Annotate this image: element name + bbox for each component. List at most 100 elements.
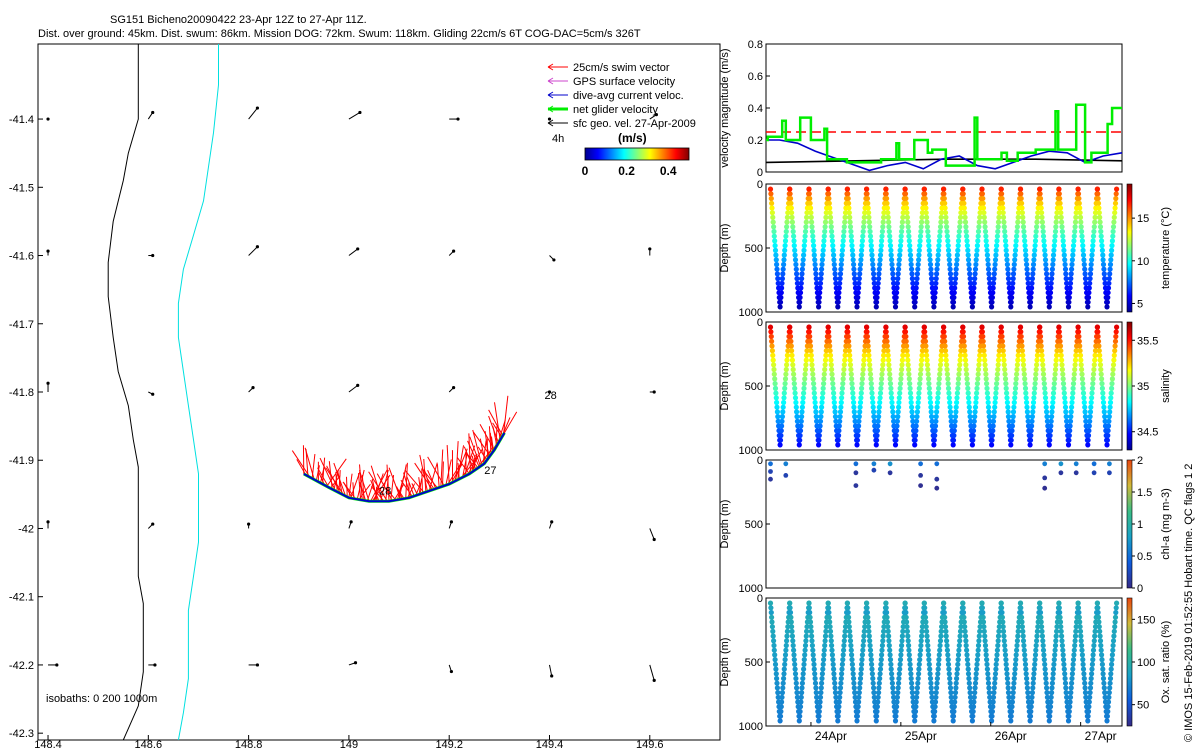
salinity-point xyxy=(783,366,789,373)
salinity-point xyxy=(1105,432,1111,439)
oxygen-point xyxy=(779,690,786,696)
oxygen-point xyxy=(858,671,864,677)
temperature-point xyxy=(1034,214,1040,220)
temperature-point xyxy=(894,285,900,291)
temperature-point xyxy=(840,243,846,249)
temperature-point xyxy=(770,214,776,220)
salinity-point xyxy=(1106,414,1112,420)
temperature-point xyxy=(1009,285,1016,291)
oxygen-point xyxy=(936,661,942,668)
oxygen-point xyxy=(780,680,786,686)
salinity-point xyxy=(798,418,804,424)
oxygen-point xyxy=(1049,680,1055,686)
temperature-point xyxy=(938,214,944,220)
temperature-point xyxy=(789,219,796,225)
oxygen-point xyxy=(966,675,972,682)
temperature-point xyxy=(813,276,819,282)
temperature-point xyxy=(1053,219,1059,225)
oxygen-point xyxy=(881,628,887,635)
swim-vector xyxy=(463,446,475,471)
oxygen-point xyxy=(923,624,929,630)
temperature-point xyxy=(941,191,947,197)
temperature-point xyxy=(1048,280,1054,286)
salinity-point xyxy=(783,371,789,377)
oxygen-point xyxy=(982,642,989,649)
oxygen-point xyxy=(812,671,818,677)
temperature-point xyxy=(774,261,780,268)
temperature-point xyxy=(1001,224,1007,230)
salinity-point xyxy=(1092,352,1098,358)
salinity-point xyxy=(1000,348,1006,354)
temperature-point xyxy=(1012,257,1018,263)
salinity-point xyxy=(925,371,931,377)
swim-vector xyxy=(370,465,383,502)
temperature-point xyxy=(984,243,990,249)
salinity-point xyxy=(867,362,873,368)
oxygen-point xyxy=(1108,671,1114,677)
oxygen-point xyxy=(931,718,937,724)
salinity-point xyxy=(1048,418,1054,424)
salinity-point xyxy=(831,390,837,396)
chlorophyll-y-tick-label: 1000 xyxy=(739,583,763,595)
oxygen-point xyxy=(1072,638,1078,644)
colorbar-unit: (m/s) xyxy=(618,131,647,145)
temperature-point xyxy=(1113,195,1119,202)
temperature-point xyxy=(1097,224,1104,230)
salinity-point xyxy=(1001,357,1007,363)
oxygen-point xyxy=(1100,671,1106,677)
chlorophyll-point xyxy=(1042,461,1048,467)
oxygen-point xyxy=(1058,628,1064,635)
oxygen-point xyxy=(937,642,943,649)
salinity-point xyxy=(827,348,833,354)
oxygen-point xyxy=(922,605,928,611)
oxygen-point xyxy=(896,675,902,682)
oxygen-point xyxy=(884,609,890,616)
velocity-series xyxy=(766,103,1122,167)
temperature-point xyxy=(971,280,977,286)
oxygen-point xyxy=(995,633,1002,639)
oxygen-point xyxy=(1052,652,1058,658)
oxygen-point xyxy=(1001,638,1007,644)
oxygen-point xyxy=(915,675,921,682)
salinity-point xyxy=(955,385,961,391)
oxygen-point xyxy=(957,633,963,639)
current-vector-head xyxy=(255,106,260,110)
temperature-point xyxy=(990,285,996,291)
oxygen-point xyxy=(1060,657,1067,663)
temperature-point xyxy=(928,266,934,272)
temperature-point xyxy=(1015,210,1022,216)
temperature-point xyxy=(942,205,948,211)
chlorophyll-y-tick-label: 0 xyxy=(757,455,763,467)
oxygen-point xyxy=(903,609,909,616)
oxygen-point xyxy=(871,685,877,691)
salinity-point xyxy=(819,399,825,406)
salinity-point xyxy=(1108,390,1114,396)
salinity-point xyxy=(1109,385,1115,391)
temperature-point xyxy=(861,219,867,225)
oxygen-point xyxy=(773,666,779,672)
salinity-point xyxy=(1000,352,1007,358)
salinity-point xyxy=(903,338,909,344)
temperature-point xyxy=(813,271,819,277)
salinity-point xyxy=(1102,418,1108,424)
chlorophyll-point xyxy=(1107,461,1112,467)
temperature-point xyxy=(807,205,814,211)
temperature-point xyxy=(980,200,986,206)
swim-vector xyxy=(342,481,356,500)
oxygen-point xyxy=(1087,685,1094,691)
oxygen-point xyxy=(1037,600,1043,606)
oxygen-point xyxy=(798,694,804,700)
salinity-point xyxy=(779,414,786,420)
temperature-point xyxy=(952,276,959,282)
salinity-point xyxy=(945,376,951,382)
oxygen-point xyxy=(775,690,781,696)
salinity-point xyxy=(791,381,797,387)
oxygen-point xyxy=(1057,609,1063,616)
salinity-point xyxy=(934,399,941,406)
oxygen-point xyxy=(771,638,777,644)
salinity-point xyxy=(1100,390,1106,396)
salinity-point xyxy=(1025,418,1031,424)
salinity-point xyxy=(919,357,925,363)
oxygen-point xyxy=(890,690,896,696)
salinity-point xyxy=(1094,324,1100,330)
